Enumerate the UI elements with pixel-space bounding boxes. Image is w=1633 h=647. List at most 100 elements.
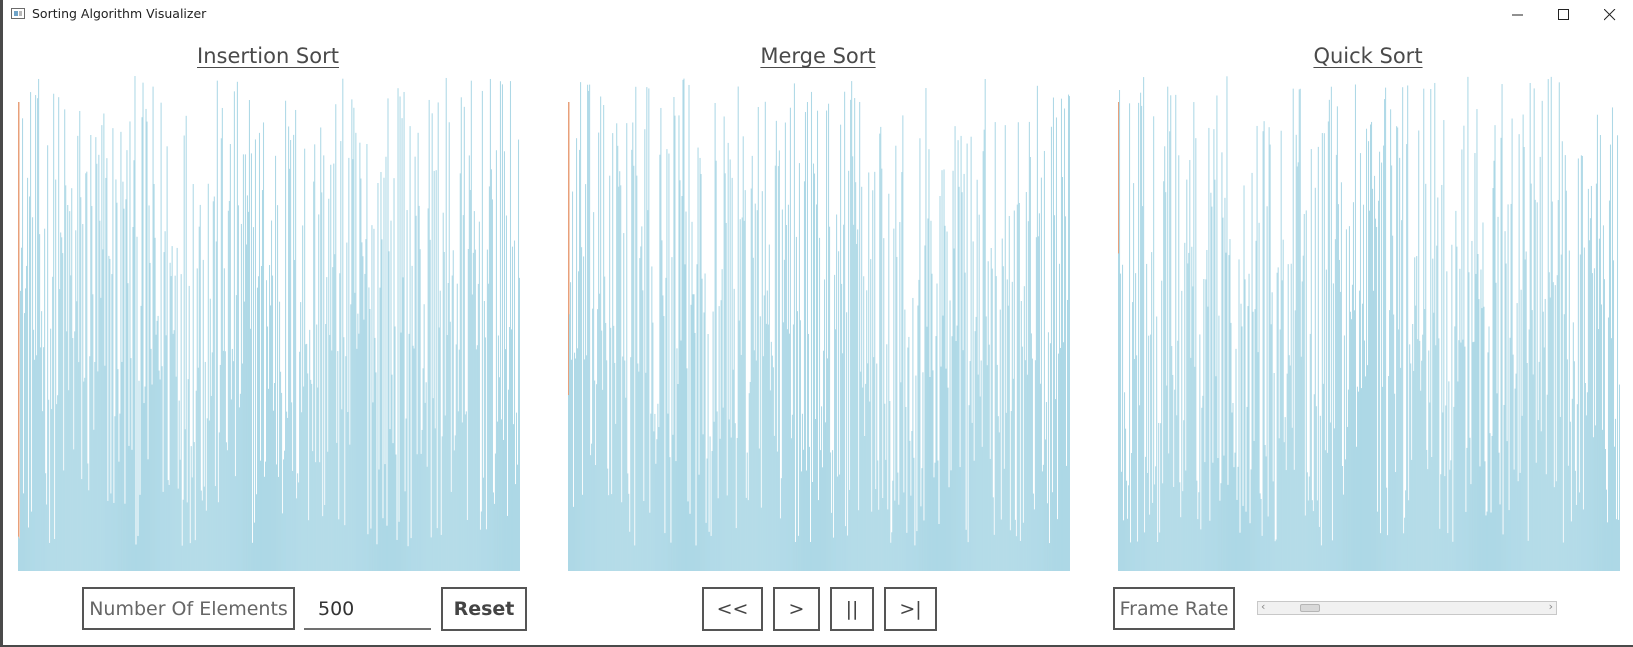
sort-bar (489, 78, 491, 571)
sort-bar (1436, 245, 1438, 571)
sort-bar (1321, 133, 1323, 571)
sort-bar (1563, 314, 1565, 571)
sort-bar (124, 503, 126, 571)
sort-bar (89, 356, 91, 571)
sort-bar (849, 489, 851, 571)
sort-bar (1615, 519, 1618, 571)
sort-bar (699, 157, 701, 571)
sort-bar (266, 326, 269, 571)
step-forward-button[interactable]: >| (884, 587, 937, 631)
sort-bar (1330, 86, 1332, 571)
sort-bar (64, 109, 66, 571)
sort-bar (1021, 346, 1023, 571)
sort-bar (504, 349, 506, 571)
sort-bar (105, 177, 107, 571)
sort-bar (57, 395, 59, 571)
sort-bar (644, 129, 646, 571)
sort-bar (203, 486, 205, 571)
sort-bar (769, 390, 771, 571)
sort-bar (664, 533, 666, 571)
sort-bar (682, 79, 684, 571)
sort-bar (703, 312, 705, 571)
sort-bar (1157, 542, 1159, 571)
sort-bar (98, 154, 100, 571)
sort-bar (1041, 471, 1043, 571)
sort-bar (966, 143, 968, 571)
sort-bar (801, 413, 803, 571)
sort-bar (768, 244, 770, 571)
sort-bar (969, 361, 971, 571)
sort-bar (168, 484, 170, 571)
sort-bar (1400, 367, 1402, 571)
sort-bar (140, 305, 142, 571)
sort-bar (473, 211, 475, 571)
sort-bar (367, 534, 369, 571)
sort-bar (670, 542, 672, 571)
sort-bar (622, 356, 624, 571)
sort-bar (1467, 76, 1469, 571)
sort-bar (616, 123, 618, 571)
sort-bar (415, 215, 417, 571)
number-of-elements-input[interactable] (304, 590, 431, 630)
pause-button[interactable]: || (830, 587, 874, 631)
sort-bar (1163, 181, 1165, 571)
sort-bar (404, 491, 406, 571)
sort-bar (929, 377, 931, 571)
sort-bar (269, 265, 271, 571)
sort-bar (1327, 121, 1329, 571)
sort-bar (457, 411, 459, 571)
scroll-left-arrow-icon[interactable]: ‹ (1261, 600, 1266, 613)
sort-bar (678, 115, 680, 571)
sort-bar (1171, 346, 1173, 571)
insertion-sort-title: Insertion Sort (197, 44, 339, 68)
sort-bar (873, 357, 875, 571)
sort-bar (963, 173, 965, 571)
sort-bar (728, 419, 730, 571)
sort-bar (1292, 88, 1294, 571)
scroll-right-arrow-icon[interactable]: › (1548, 600, 1553, 613)
frame-rate-slider-thumb[interactable] (1300, 604, 1321, 612)
maximize-button[interactable] (1541, 0, 1587, 30)
sort-bar (1355, 446, 1357, 571)
sort-bar (1258, 222, 1260, 571)
sort-bar (1496, 393, 1498, 571)
sort-bar (413, 348, 415, 571)
sort-bar (836, 214, 838, 571)
sort-bar (693, 294, 695, 571)
sort-bar (1472, 342, 1474, 571)
sort-bar (1151, 252, 1153, 571)
sort-bar (225, 442, 227, 571)
sort-bar (81, 479, 83, 571)
sort-bar (47, 145, 49, 571)
sort-bar (1006, 279, 1008, 571)
close-button[interactable] (1587, 0, 1633, 30)
frame-rate-slider[interactable]: ‹ › (1257, 600, 1557, 615)
step-back-button[interactable]: << (702, 587, 763, 631)
sort-bar (368, 287, 370, 571)
sort-bar (479, 529, 481, 571)
sort-bar (1324, 450, 1326, 571)
sort-bar (1243, 185, 1245, 571)
sort-bar (1318, 526, 1320, 571)
reset-button[interactable]: Reset (441, 587, 527, 631)
sort-bar (1025, 192, 1027, 571)
sort-bar (353, 107, 355, 571)
sort-bar (589, 84, 591, 571)
sort-bar (1552, 282, 1554, 571)
sort-bar (1034, 360, 1036, 571)
sort-bar (611, 494, 613, 571)
sort-bar (1516, 303, 1518, 571)
sort-bar (439, 290, 441, 571)
sort-bar (1224, 197, 1226, 571)
sort-bar (450, 491, 452, 571)
sort-bar (714, 102, 716, 571)
sort-bar (1464, 346, 1466, 571)
sort-bar (988, 344, 990, 571)
sort-bar (141, 117, 143, 571)
minimize-button[interactable] (1495, 0, 1541, 30)
play-button[interactable]: > (773, 587, 820, 631)
sort-bar (1508, 510, 1510, 571)
sort-bar (1430, 89, 1432, 571)
chart-edge-marker (18, 102, 20, 571)
sort-bar (1249, 523, 1251, 571)
